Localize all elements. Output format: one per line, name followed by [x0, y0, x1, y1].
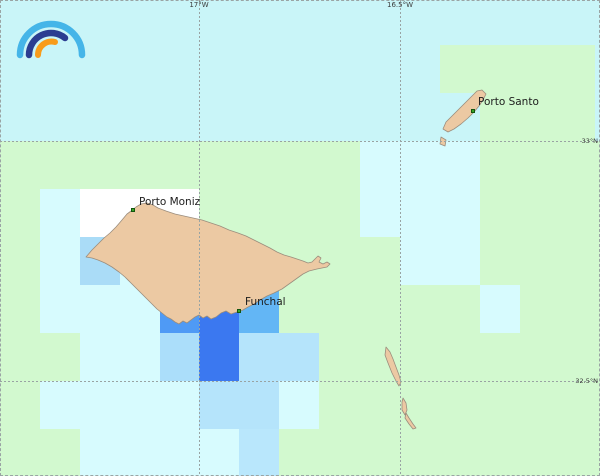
precip-cell	[400, 141, 480, 285]
logo-outer-arc	[16, 20, 86, 59]
meridian-line-17w	[199, 0, 200, 476]
precip-cell	[279, 381, 319, 429]
precip-cell	[160, 333, 199, 381]
parallel-line-32-5n	[0, 381, 600, 382]
precip-cell	[360, 141, 400, 237]
parallel-label-33n: 33°N	[581, 137, 598, 145]
city-dot-porto-moniz[interactable]	[131, 208, 135, 212]
city-dot-porto-santo[interactable]	[471, 109, 475, 113]
precip-cell	[480, 93, 595, 141]
parallel-line-33n	[0, 141, 600, 142]
city-label-porto-santo[interactable]: Porto Santo	[478, 96, 539, 108]
island-madeira	[85, 202, 331, 325]
precip-cell	[40, 189, 80, 333]
meridian-line-16-5w	[400, 0, 401, 476]
precip-cell	[40, 381, 199, 429]
city-label-funchal[interactable]: Funchal	[245, 296, 286, 308]
parallel-label-32-5n: 32.5°N	[575, 377, 598, 385]
precip-cell	[440, 45, 595, 93]
meridian-label-17w: 17°W	[189, 1, 209, 9]
city-dot-funchal[interactable]	[237, 309, 241, 313]
island-deserta-3	[404, 412, 417, 430]
island-porto-santo	[442, 89, 487, 133]
city-label-porto-moniz[interactable]: Porto Moniz	[139, 196, 201, 208]
precip-cell	[199, 381, 279, 429]
logo-middle-arc	[25, 29, 69, 59]
precip-cell	[239, 333, 319, 381]
precip-cell	[239, 429, 279, 476]
precip-cell	[480, 285, 520, 333]
logo-inner-arc	[35, 38, 58, 58]
island-deserta-2	[401, 397, 408, 416]
precip-cell	[80, 429, 199, 476]
precip-cell	[199, 429, 239, 476]
meridian-label-16-5w: 16.5°W	[386, 1, 414, 9]
ipma-rainbow-logo[interactable]	[6, 8, 98, 70]
